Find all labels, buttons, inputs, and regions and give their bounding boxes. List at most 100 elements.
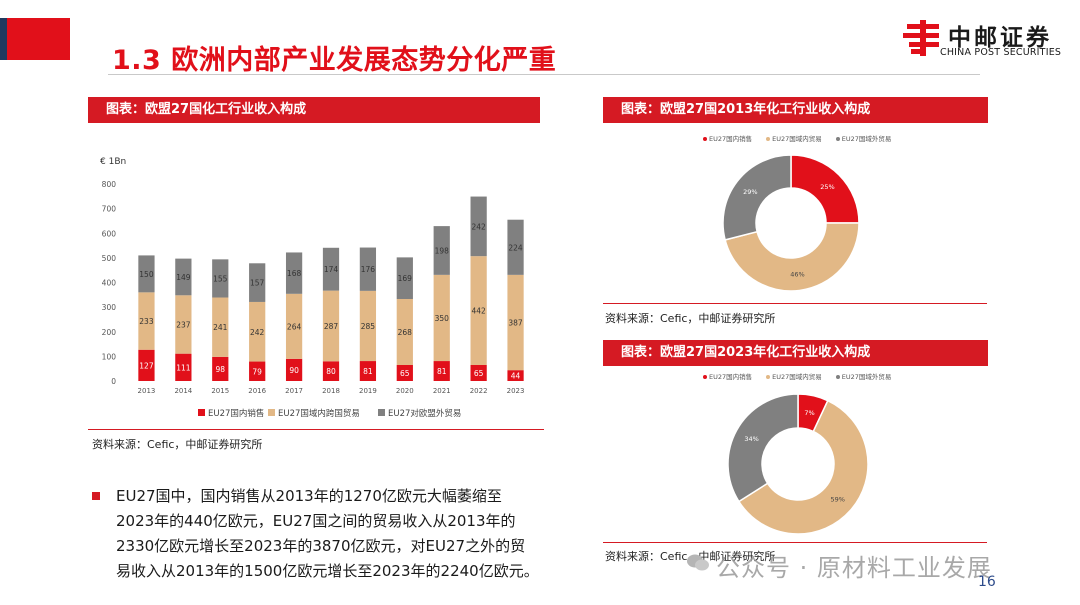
donut-2013-header: 图表：欧盟27国2013年化工行业收入构成 [603,97,988,123]
donut-legend-item: EU27国域内贸易 [766,371,822,381]
bar-segment [470,256,487,365]
bar-value-label: 98 [215,365,225,374]
slice-value-label: 59% [831,496,845,504]
bar-value-label: 157 [250,279,265,288]
bar-value-label: 81 [363,367,373,376]
bar-value-label: 127 [139,361,154,370]
donut-2013-source: 资料来源：Cefic，中邮证券研究所 [605,312,776,325]
slice-value-label: 29% [743,188,757,196]
bar-segment [249,301,266,362]
y-tick-label: 500 [102,254,117,263]
x-tick-label: 2018 [322,387,340,395]
bar-value-label: 155 [213,274,228,283]
header-accent-block [0,18,70,60]
bar-segment [433,226,450,275]
bar-value-label: 44 [511,372,521,381]
bar-segment [175,353,192,381]
donut-legend-label: EU27国域外贸易 [841,373,892,381]
x-tick-label: 2021 [433,387,451,395]
bar-value-label: 176 [361,265,376,274]
bar-segment [470,364,487,381]
x-tick-label: 2022 [470,387,488,395]
bar-value-label: 241 [213,323,228,332]
bar-value-label: 224 [508,243,523,252]
bar-value-label: 65 [400,369,410,378]
legend-dot [835,375,840,379]
bar-value-label: 65 [474,369,484,378]
slice-value-label: 25% [820,183,834,191]
bar-segment [507,219,524,275]
bar-value-label: 268 [398,328,413,337]
bar-segment [433,361,450,381]
bar-value-label: 285 [361,322,376,331]
bullet-paragraph: EU27国中，国内销售从2013年的1270亿欧元大幅萎缩至 2023年的440… [116,484,539,584]
bar-segment [138,292,155,350]
bar-segment [359,247,377,291]
legend-dot [703,137,707,141]
logo-name: 中邮证券 [948,25,1052,51]
x-tick-label: 2013 [138,387,156,395]
bar-value-label: 150 [139,270,154,279]
donut-slice [722,154,792,241]
bar-segment [138,349,155,381]
bar-value-label: 198 [435,246,450,255]
slice-value-label: 7% [804,409,814,417]
china-post-logo-icon [903,20,939,56]
donut-slice [737,399,869,535]
donut-legend-label: EU27国域外贸易 [841,135,892,143]
donut-legend-item: EU27国域外贸易 [835,371,892,381]
donut-2013-source-divider [603,303,987,304]
donut-slice [724,222,860,292]
donut-legend-label: EU27国域内贸易 [772,373,822,381]
bar-segment [212,259,229,298]
bar-segment [175,258,192,296]
bar-segment [507,370,524,381]
legend-label: EU27国域内跨国贸易 [278,408,360,419]
bar-segment [212,356,229,381]
bar-value-label: 80 [326,367,336,376]
donut-2023-legend: EU27国内销售 EU27国域内贸易 EU27国域外贸易 [703,371,891,381]
x-tick-label: 2019 [359,387,377,395]
bar-value-label: 149 [176,273,191,282]
x-tick-label: 2017 [285,387,303,395]
x-tick-label: 2016 [248,387,266,395]
donut-2023-header: 图表：欧盟27国2023年化工行业收入构成 [603,340,988,366]
bar-segment [396,364,413,381]
bar-segment [212,297,229,357]
bar-chart-source: 资料来源：Cefic，中邮证券研究所 [92,438,263,451]
bar-segment [175,295,192,354]
bar-segment [433,274,450,362]
legend-dot [766,375,771,379]
bar-source-divider [88,429,544,430]
donut-2023-source-divider [603,542,987,543]
x-tick-label: 2015 [211,387,229,395]
bullet-line: 2330亿欧元增长至2023年的3870亿欧元，对EU27之外的贸 [116,537,526,555]
bar-value-label: 242 [471,222,486,231]
legend-dot [766,137,771,141]
header-accent-stripe [0,18,7,60]
legend-label: EU27国内销售 [208,408,264,419]
bar-value-label: 242 [250,328,265,337]
logo-english-name: CHINA POST SECURITIES [940,47,1062,58]
donut-legend-label: EU27国域内贸易 [772,135,822,143]
donut-2023-chart: 7% 59% 34% [727,393,869,535]
bar-segment [249,361,266,381]
bar-segment [249,263,266,302]
donut-legend-label: EU27国内销售 [709,373,753,381]
bar-segment [285,293,303,359]
bullet-marker-icon [92,492,100,500]
title-divider [108,74,980,75]
bar-segment [322,247,340,291]
bar-segment [396,298,413,365]
bar-value-label: 264 [287,322,302,331]
y-unit-label: € 1Bn [100,157,126,167]
bar-segment [285,252,303,294]
donut-legend-item: EU27国域外贸易 [835,133,892,143]
y-tick-label: 400 [102,279,117,288]
x-tick-label: 2014 [174,387,192,395]
bar-segment [470,196,487,257]
bar-value-label: 168 [287,269,302,278]
donut-legend-item: EU27国内销售 [703,371,752,381]
bar-value-label: 111 [176,363,191,372]
bar-value-label: 287 [324,322,339,331]
